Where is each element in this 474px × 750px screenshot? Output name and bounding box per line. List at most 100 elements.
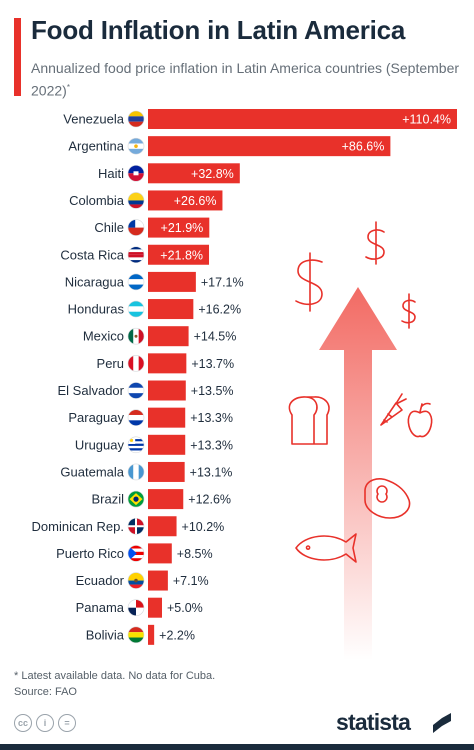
category-label: Costa Rica — [60, 247, 124, 262]
bar — [148, 163, 240, 184]
category-label: Panama — [76, 600, 125, 615]
value-label: +86.6% — [342, 140, 385, 154]
bar — [148, 244, 210, 265]
uruguay-flag-icon — [127, 436, 145, 454]
bar — [148, 543, 172, 564]
category-label: Venezuela — [63, 112, 124, 127]
value-label: +21.8% — [160, 248, 203, 262]
decoration-group — [288, 221, 433, 660]
brazil-flag-icon — [127, 490, 145, 508]
bar — [148, 380, 186, 401]
value-label: +8.5% — [177, 547, 213, 561]
statista-logo-text[interactable]: statista — [336, 709, 411, 735]
puerto-rico-flag-icon — [127, 545, 145, 562]
no-derivatives-icon[interactable]: = — [58, 714, 76, 732]
venezuela-flag-icon — [127, 110, 145, 128]
up-arrow-icon — [319, 287, 397, 660]
dominican-rep-flag-icon — [127, 517, 145, 535]
value-label: +13.3% — [190, 438, 233, 452]
colombia-flag-icon — [127, 192, 145, 209]
attribution-icon[interactable]: i — [36, 714, 54, 732]
bar — [148, 489, 184, 510]
title-accent-bar — [14, 18, 21, 96]
category-label: Mexico — [83, 329, 124, 344]
footnote-text: * Latest available data. No data for Cub… — [14, 670, 216, 682]
subtitle-footnote-mark: * — [66, 83, 70, 92]
bar — [148, 624, 155, 645]
bar — [148, 434, 186, 455]
source-text: Source: FAO — [14, 686, 77, 698]
chile-flag-icon — [127, 219, 145, 236]
bar — [148, 407, 186, 428]
category-label: Puerto Rico — [56, 546, 124, 561]
license-icons: cc i = — [14, 714, 76, 732]
chart-subtitle: Annualized food price inflation in Latin… — [31, 59, 461, 101]
value-label: +5.0% — [167, 601, 203, 615]
category-label: Colombia — [69, 193, 125, 208]
ecuador-flag-icon — [127, 572, 145, 589]
value-label: +110.4% — [402, 113, 451, 127]
subtitle-text: Annualized food price inflation in Latin… — [31, 60, 460, 99]
category-label: Uruguay — [75, 437, 125, 452]
category-label: Guatemala — [60, 464, 124, 479]
paraguay-flag-icon — [127, 409, 145, 426]
bar — [148, 353, 187, 374]
dollar-sign-icon — [401, 293, 416, 329]
costa-rica-flag-icon — [127, 246, 145, 264]
carrot-icon — [380, 393, 407, 426]
category-label: Honduras — [68, 302, 125, 317]
value-label: +13.5% — [191, 384, 234, 398]
apple-icon — [407, 402, 433, 438]
value-label: +2.2% — [159, 628, 195, 642]
bar — [148, 299, 194, 320]
bar — [148, 217, 210, 238]
bar — [148, 461, 185, 482]
category-label: Bolivia — [86, 627, 125, 642]
category-label: Ecuador — [76, 573, 125, 588]
category-label: Chile — [94, 220, 124, 235]
value-label: +32.8% — [191, 167, 234, 181]
guatemala-flag-icon — [127, 463, 145, 481]
bar-chart: Venezuela +110.4% Argentina +86.6% Haiti +32.… — [32, 109, 457, 660]
value-label: +7.1% — [173, 574, 209, 588]
bar — [148, 271, 196, 292]
value-label: +10.2% — [182, 520, 225, 534]
dollar-sign-icon — [365, 221, 385, 265]
nicaragua-flag-icon — [127, 273, 145, 291]
value-label: +13.7% — [191, 357, 234, 371]
bar — [148, 136, 391, 157]
footnote: * Latest available data. No data for Cub… — [14, 668, 215, 700]
haiti-flag-icon — [127, 165, 145, 182]
category-label: El Salvador — [58, 383, 125, 398]
bread-icon — [288, 396, 330, 445]
creative-commons-icon[interactable]: cc — [14, 714, 32, 732]
bar — [148, 570, 168, 591]
bar — [148, 109, 457, 129]
dollar-sign-icon — [295, 252, 323, 312]
bar — [148, 326, 189, 347]
value-label: +26.6% — [174, 194, 217, 208]
value-label: +12.6% — [188, 493, 231, 507]
value-label: +13.3% — [190, 411, 233, 425]
el-salvador-flag-icon — [127, 382, 145, 399]
value-label: +21.9% — [161, 221, 204, 235]
bolivia-flag-icon — [127, 626, 145, 644]
honduras-flag-icon — [127, 300, 145, 318]
chart-title: Food Inflation in Latin America — [31, 15, 406, 45]
value-label: +16.2% — [198, 303, 241, 317]
steak-icon — [364, 478, 411, 519]
panama-flag-icon — [127, 599, 145, 617]
bar — [148, 516, 177, 537]
bar — [148, 190, 223, 211]
category-label: Argentina — [68, 139, 124, 154]
category-label: Peru — [97, 356, 124, 371]
category-label: Paraguay — [68, 410, 124, 425]
mexico-flag-icon — [127, 327, 145, 345]
bar — [148, 597, 162, 618]
category-label: Dominican Rep. — [32, 519, 125, 534]
value-label: +13.1% — [190, 465, 233, 479]
category-label: Brazil — [91, 492, 124, 507]
fish-icon — [295, 533, 357, 563]
value-label: +17.1% — [201, 275, 244, 289]
category-label: Haiti — [98, 166, 124, 181]
